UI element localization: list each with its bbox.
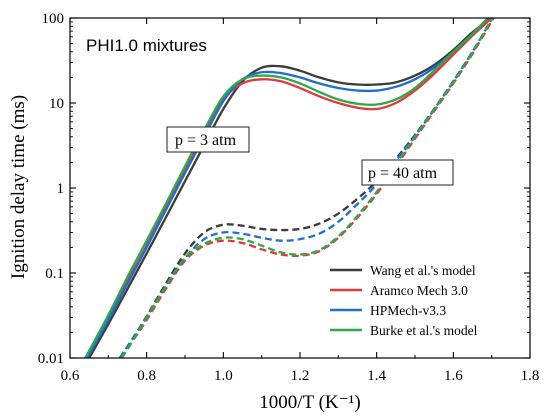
series-line-3atm-0 [88,18,493,358]
y-tick-label: 0.01 [38,351,64,367]
y-tick-label: 10 [49,96,64,112]
legend: Wang et al.'s model Aramco Mech 3.0 HPMech… [330,263,478,338]
annotation-40atm: p = 40 atm [361,159,454,186]
series-line-40atm-7 [120,18,493,358]
annotation-40atm-text: p = 40 atm [368,165,438,182]
y-tick-label: 1 [57,181,65,197]
series-line-3atm-2 [86,18,489,358]
series-line-3atm-3 [84,18,489,358]
x-tick-label: 1.4 [367,368,386,384]
y-tick-label: 0.1 [45,266,64,282]
series-line-40atm-6 [118,18,493,358]
x-tick-label: 1.8 [521,368,540,384]
plot-frame [69,17,531,359]
legend-label: Wang et al.'s model [370,263,476,278]
x-tick-label: 1.2 [291,368,310,384]
x-tick-label: 0.6 [61,368,80,384]
annotation-3atm: p = 3 atm [166,126,250,153]
axes-group [69,17,531,359]
x-tick-label: 0.8 [137,368,156,384]
tick-labels-group: 0.6 0.8 1.0 1.2 1.4 1.6 1.8 0.01 0.1 1 10 100 [38,11,540,384]
legend-label: Burke et al.'s model [370,323,478,338]
y-axis-title: Ignition delay time (ms) [8,95,29,279]
legend-label: Aramco Mech 3.0 [370,283,468,298]
x-tick-label: 1.6 [444,368,463,384]
x-axis-title: 1000/T (K⁻¹) [259,392,360,413]
x-tick-label: 1.0 [214,368,233,384]
chart-title: PHI1.0 mixtures [86,36,207,55]
y-tick-label: 100 [42,11,65,27]
legend-label: HPMech-v3.3 [370,303,446,318]
plot-curves [84,18,495,358]
annotation-3atm-text: p = 3 atm [175,132,237,149]
